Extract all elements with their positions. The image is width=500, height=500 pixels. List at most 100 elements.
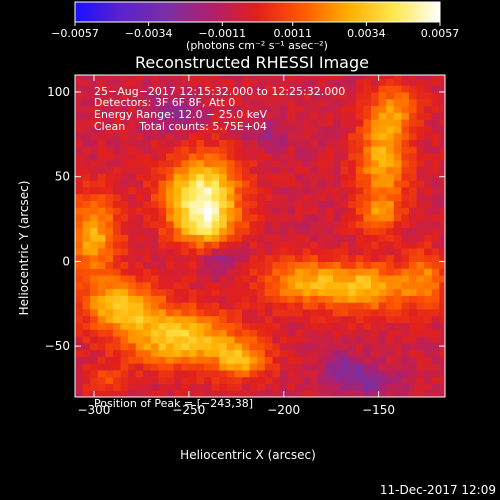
heatmap-cell xyxy=(348,213,357,222)
heatmap-cell xyxy=(173,125,182,134)
heatmap-cell xyxy=(439,302,445,310)
heatmap-cell xyxy=(75,78,84,86)
heatmap-cell xyxy=(340,98,349,107)
heatmap-cell xyxy=(340,315,349,324)
heatmap-cell xyxy=(181,302,190,310)
heatmap-cell xyxy=(105,261,114,269)
heatmap-cell xyxy=(257,302,266,310)
heatmap-cell xyxy=(272,376,281,385)
heatmap-cell xyxy=(348,254,357,263)
heatmap-cell xyxy=(363,234,372,242)
heatmap-cell xyxy=(371,112,380,120)
heatmap-cell xyxy=(196,322,205,330)
heatmap-cell xyxy=(188,159,198,168)
heatmap-cell xyxy=(325,390,334,397)
heatmap-cell xyxy=(325,180,334,188)
heatmap-cell xyxy=(257,254,266,263)
heatmap-cell xyxy=(226,376,235,385)
heatmap-cell xyxy=(82,112,91,120)
heatmap-cell xyxy=(105,139,114,147)
heatmap-cell xyxy=(401,213,410,222)
heatmap-cell xyxy=(173,132,182,140)
heatmap-cell xyxy=(219,75,228,79)
heatmap-cell xyxy=(219,369,228,378)
heatmap-cell xyxy=(173,342,182,351)
heatmap-cell xyxy=(401,112,410,120)
heatmap-cell xyxy=(264,390,273,397)
heatmap-cell xyxy=(234,268,243,276)
heatmap-cell xyxy=(408,125,418,134)
heatmap-cell xyxy=(272,98,281,107)
heatmap-cell xyxy=(211,308,220,317)
heatmap-cell xyxy=(128,146,137,154)
heatmap-cell xyxy=(211,152,220,161)
heatmap-cell xyxy=(166,213,175,222)
heatmap-cell xyxy=(310,369,319,378)
heatmap-cell xyxy=(325,173,334,181)
heatmap-cell xyxy=(75,261,84,269)
heatmap-cell xyxy=(431,98,440,107)
heatmap-cell xyxy=(325,254,334,263)
heatmap-cell xyxy=(75,369,84,378)
heatmap-cell xyxy=(173,241,182,249)
heatmap-cell xyxy=(90,173,99,181)
heatmap-cell xyxy=(257,376,266,385)
x-tick-label: −150 xyxy=(362,403,395,417)
heatmap-cell xyxy=(226,112,235,120)
heatmap-cell xyxy=(272,254,281,263)
heatmap-cell xyxy=(181,180,190,188)
heatmap-cell xyxy=(325,274,334,283)
heatmap-cell xyxy=(188,247,198,256)
heatmap-cell xyxy=(431,139,440,147)
heatmap-cell xyxy=(325,119,334,127)
heatmap-cell xyxy=(150,234,160,242)
heatmap-cell xyxy=(408,220,418,229)
heatmap-cell xyxy=(105,281,114,290)
heatmap-cell xyxy=(302,376,311,385)
heatmap-cell xyxy=(150,342,160,351)
heatmap-cell xyxy=(378,213,387,222)
heatmap-cell xyxy=(302,302,311,310)
heatmap-cell xyxy=(97,220,106,229)
heatmap-cell xyxy=(181,247,190,256)
heatmap-cell xyxy=(241,356,251,364)
heatmap-cell xyxy=(424,173,433,181)
heatmap-cell xyxy=(310,227,319,235)
heatmap-cell xyxy=(310,268,319,276)
heatmap-cell xyxy=(424,193,433,202)
heatmap-cell xyxy=(188,75,198,79)
heatmap-cell xyxy=(150,383,160,391)
heatmap-cell xyxy=(272,302,281,310)
heatmap-cell xyxy=(439,180,445,188)
heatmap-cell xyxy=(204,200,213,208)
heatmap-cell xyxy=(97,329,106,337)
heatmap-cell xyxy=(166,119,175,127)
heatmap-cell xyxy=(317,369,327,378)
heatmap-cell xyxy=(196,363,205,371)
heatmap-cell xyxy=(340,227,349,235)
heatmap-cell xyxy=(424,166,433,174)
heatmap-cell xyxy=(287,369,296,378)
heatmap-cell xyxy=(181,98,190,107)
heatmap-cell xyxy=(257,152,266,161)
heatmap-cell xyxy=(416,241,425,249)
heatmap-cell xyxy=(173,315,182,324)
heatmap-cell xyxy=(401,376,410,385)
heatmap-cell xyxy=(105,193,114,202)
heatmap-cell xyxy=(204,315,213,324)
heatmap-cell xyxy=(226,349,235,357)
heatmap-cell xyxy=(196,98,205,107)
heatmap-cell xyxy=(82,268,91,276)
heatmap-cell xyxy=(355,315,365,324)
heatmap-cell xyxy=(226,125,235,134)
heatmap-cell xyxy=(249,125,258,134)
heatmap-cell xyxy=(241,213,251,222)
heatmap-cell xyxy=(386,329,395,337)
heatmap-cell xyxy=(128,302,137,310)
heatmap-cell xyxy=(257,349,266,357)
heatmap-cell xyxy=(112,75,122,79)
heatmap-cell xyxy=(264,139,273,147)
heatmap-cell xyxy=(135,139,144,147)
heatmap-cell xyxy=(279,139,289,147)
heatmap-cell xyxy=(408,241,418,249)
